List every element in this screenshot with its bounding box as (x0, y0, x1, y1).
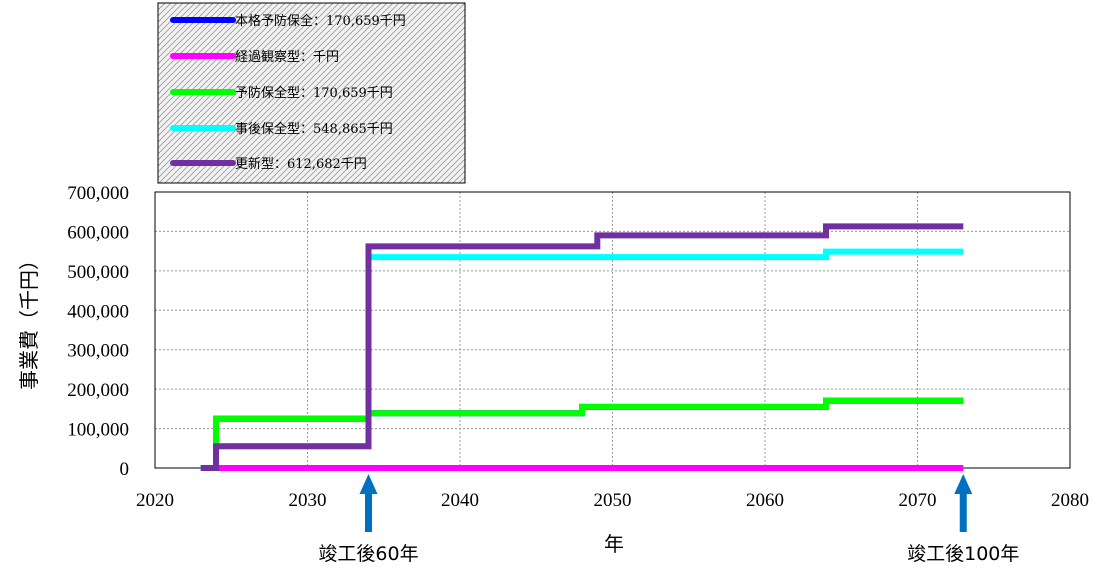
annotation-label: 竣工後100年 (907, 543, 1019, 565)
y-tick-label: 500,000 (67, 262, 129, 283)
series-line-3 (200, 397, 964, 471)
y-axis-ticks: 0 100,000 200,000 300,000 400,000 500,000 600,… (67, 183, 129, 480)
arrow-shaft (365, 493, 372, 532)
x-tick-label: 2040 (441, 490, 479, 511)
arrow-shaft (959, 493, 967, 532)
x-tick-label: 2080 (1051, 490, 1089, 511)
y-tick-label: 0 (120, 459, 130, 480)
x-tick-label: 2070 (899, 490, 937, 511)
legend-item: 本格予防保全：170,659千円 (170, 13, 406, 29)
x-tick-label: 2030 (289, 490, 327, 511)
legend-label: 更新型：612,682千円 (235, 156, 367, 172)
legend-item: 経過観察型：千円 (170, 50, 339, 65)
series-layer (200, 223, 964, 471)
legend-item: 事後保全型：548,865千円 (170, 121, 393, 137)
x-axis-ticks: 2020 2030 2040 2050 2060 2070 2080 (136, 490, 1089, 511)
y-tick-label: 700,000 (67, 183, 129, 204)
y-tick-label: 300,000 (67, 341, 129, 362)
x-axis-title: 年 (604, 532, 624, 556)
annotation: 竣工後100年 (907, 474, 1019, 565)
legend-label: 経過観察型：千円 (235, 50, 339, 65)
legend-label: 本格予防保全：170,659千円 (235, 13, 406, 29)
legend: 本格予防保全：170,659千円経過観察型：千円予防保全型：170,659千円事… (157, 2, 466, 184)
series-line-4 (200, 248, 964, 471)
legend-label: 予防保全型：170,659千円 (235, 85, 393, 101)
annotation-label: 竣工後60年 (318, 543, 418, 565)
up-arrow-icon (954, 474, 973, 494)
y-tick-label: 400,000 (67, 301, 129, 322)
series-line-5 (200, 223, 964, 471)
x-tick-label: 2050 (594, 490, 632, 511)
grid (155, 192, 1070, 468)
up-arrow-icon (359, 474, 378, 494)
legend-label: 事後保全型：548,865千円 (235, 121, 393, 137)
legend-item: 更新型：612,682千円 (170, 156, 367, 172)
y-tick-label: 200,000 (67, 380, 129, 401)
y-axis-title: 事業費（千円） (17, 250, 41, 390)
legend-item: 予防保全型：170,659千円 (170, 85, 393, 101)
annotations: 竣工後60年 竣工後100年 (318, 474, 1019, 565)
y-tick-label: 100,000 (67, 420, 129, 441)
x-tick-label: 2020 (136, 490, 174, 511)
annotation: 竣工後60年 (318, 474, 419, 565)
x-tick-label: 2060 (746, 490, 784, 511)
y-tick-label: 600,000 (67, 222, 129, 243)
